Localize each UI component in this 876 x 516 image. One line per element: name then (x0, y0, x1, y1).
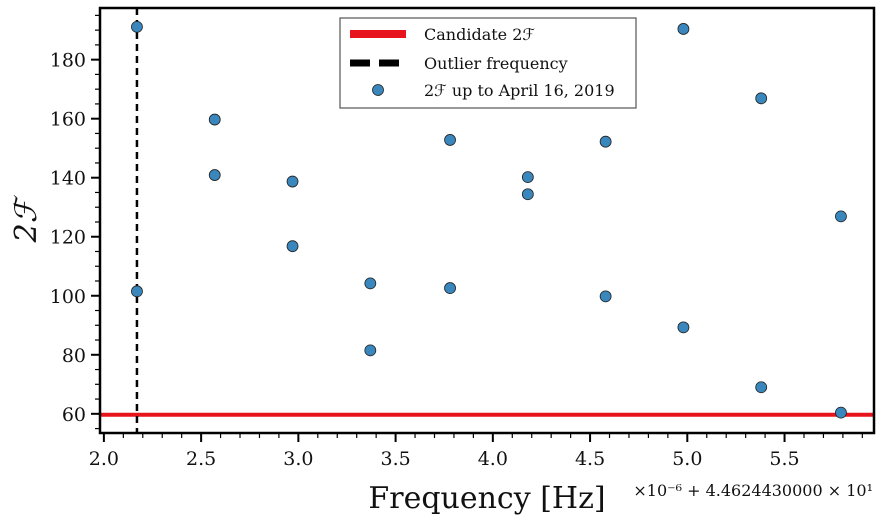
data-point (755, 92, 768, 105)
x-tick-label: 5.0 (672, 448, 702, 470)
legend-series-label: 2ℱ up to April 16, 2019 (424, 81, 615, 100)
x-tick-label: 5.5 (769, 448, 799, 470)
data-point (677, 23, 690, 35)
data-point (599, 135, 612, 148)
data-point (521, 171, 534, 184)
x-tick-label: 3.5 (380, 448, 410, 470)
legend-series-marker (372, 84, 384, 96)
data-point (835, 210, 847, 223)
x-tick-label: 3.0 (283, 448, 313, 470)
data-point (444, 134, 456, 146)
x-tick-label: 4.5 (575, 448, 605, 470)
data-layer (100, 8, 874, 433)
x-axis-label: Frequency [Hz] (368, 481, 605, 516)
y-tick-label: 140 (50, 168, 86, 190)
data-point (208, 113, 221, 126)
data-point (131, 20, 143, 33)
legend-candidate-label: Candidate 2ℱ (424, 25, 535, 44)
y-tick-label: 120 (50, 227, 86, 249)
x-offset-label: ×10⁻⁶ + 4.4624430000 × 10¹ (633, 481, 873, 500)
ticks-layer: 2.0 2.5 3.0 3.5 4.0 4.5 5.0 5.5 60 80 100 120 140 160… (50, 14, 863, 470)
y-tick-label: 60 (62, 404, 86, 426)
y-tick-label: 160 (50, 109, 86, 131)
data-point (521, 188, 534, 201)
data-point (208, 169, 221, 181)
data-point (286, 240, 299, 253)
x-tick-label: 2.5 (186, 448, 216, 470)
data-point (286, 175, 299, 188)
y-tick-label: 80 (62, 345, 86, 367)
y-tick-label: 180 (50, 50, 86, 72)
data-point (835, 406, 847, 419)
y-tick-label: 100 (50, 286, 86, 308)
data-point (755, 381, 768, 394)
plot-frame (98, 6, 876, 435)
x-tick-label: 2.0 (89, 448, 119, 470)
legend-outlier-label: Outlier frequency (424, 54, 568, 73)
data-point (599, 290, 612, 303)
data-point (131, 285, 143, 298)
data-point (444, 282, 456, 294)
data-point (364, 277, 377, 290)
y-axis-label: 2ℱ (9, 194, 44, 243)
legend: Candidate 2ℱ Outlier frequency 2ℱ up to … (339, 17, 637, 109)
x-tick-label: 4.0 (478, 448, 508, 470)
data-point (677, 321, 690, 334)
data-point (364, 344, 377, 357)
